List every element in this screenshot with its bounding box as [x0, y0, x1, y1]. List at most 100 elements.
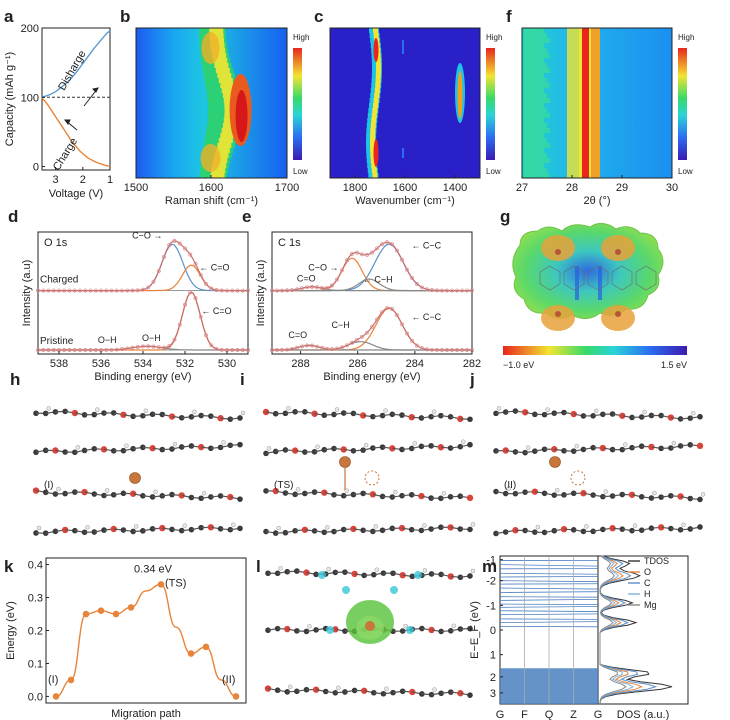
hydrogen-atom	[201, 490, 207, 496]
data-point-e	[370, 324, 374, 329]
data-point-e	[360, 252, 364, 257]
data-point-d	[235, 348, 240, 352]
hm-b-cell	[215, 68, 230, 73]
data-point-e	[385, 306, 389, 311]
hydrogen-atom	[124, 443, 129, 448]
hydrogen-atom	[46, 406, 51, 411]
hm-f-cell	[524, 43, 544, 48]
data-point-d	[88, 348, 93, 352]
hm-f-cell	[567, 123, 581, 128]
hm-f-cell	[567, 43, 581, 48]
hm-f-cell	[567, 88, 581, 93]
hm-f-cell	[524, 133, 544, 138]
oxygen-atom	[648, 443, 655, 451]
panel-label-c: c	[314, 7, 323, 26]
hm-f-cell	[590, 63, 600, 68]
hydrogen-atom	[240, 410, 246, 416]
colorbar-g	[503, 346, 687, 355]
energy-point-k	[232, 693, 240, 700]
electron-depletion	[390, 586, 398, 594]
carbon-atom	[697, 413, 703, 420]
carbon-atom	[467, 416, 473, 423]
hm-f-cell	[590, 58, 600, 63]
tick-label-c-x: 1400	[443, 182, 467, 194]
hydrogen-atom	[470, 568, 476, 574]
hm-c-band2c	[457, 71, 463, 119]
hm-b-cell	[221, 128, 236, 133]
data-point-e	[405, 331, 409, 336]
hm-c-hot	[373, 139, 379, 167]
hydrogen-atom	[56, 486, 61, 492]
hm-c-cell	[370, 123, 376, 128]
oxygen-atom	[457, 690, 464, 697]
carbon-atom	[188, 414, 195, 420]
hydrogen-atom	[632, 523, 638, 528]
hm-f-cell	[567, 83, 581, 88]
hm-f-cell	[524, 163, 544, 168]
hydrogen-atom	[287, 684, 293, 690]
hm-f-cell	[590, 38, 600, 43]
oxygen-atom	[399, 571, 406, 579]
mg-atom-l	[365, 621, 375, 631]
data-point-d	[246, 348, 250, 352]
data-point-e	[340, 268, 344, 273]
hydrogen-atom	[315, 444, 320, 450]
colorbar-low-g: −1.0 eV	[503, 360, 534, 370]
hm-f-cell	[590, 148, 600, 153]
hydrogen-atom	[432, 687, 437, 692]
hm-f-cell	[567, 133, 581, 138]
hm-f-cell	[590, 133, 600, 138]
panel-label-l: l	[256, 557, 261, 576]
legend-label-m: C	[644, 578, 651, 588]
data-point-d	[67, 348, 72, 352]
hm-f-cell	[567, 173, 581, 178]
hm-f-cell	[590, 138, 600, 143]
hm-b-cell	[213, 58, 228, 63]
data-point-e	[300, 286, 304, 291]
data-point-e	[395, 248, 399, 253]
panel-label-j: j	[469, 370, 475, 389]
annot-e-co: C−O →	[308, 263, 338, 273]
hydrogen-atom	[584, 524, 589, 529]
colorbar-high-c: High	[486, 33, 502, 42]
axis-label-m-y: E−E_F (eV)	[469, 601, 481, 659]
hydrogen-atom	[441, 491, 447, 496]
annot-d-co: C−O →	[132, 231, 162, 241]
data-point-d	[130, 288, 135, 293]
axis-label-a-y: Capacity (mAh g⁻¹)	[4, 52, 16, 146]
annot-k-peak: 0.34 eV	[134, 563, 173, 575]
structure-h	[32, 400, 246, 540]
data-point-e	[345, 343, 349, 348]
data-point-d	[93, 348, 98, 352]
hydrogen-atom	[535, 524, 541, 530]
hm-f-cell	[524, 103, 544, 108]
panel-label-k: k	[4, 557, 14, 576]
data-point-e	[450, 288, 454, 293]
carbon-atom	[609, 493, 616, 499]
hm-c-cell	[370, 138, 376, 143]
oxygen-atom	[311, 410, 318, 417]
data-point-d	[193, 261, 198, 266]
hm-f-cell	[590, 83, 600, 88]
hm-f-cell	[567, 73, 581, 78]
data-point-e	[310, 343, 314, 348]
data-point-d	[120, 347, 124, 352]
data-point-d	[240, 288, 245, 293]
hm-f-cell	[567, 53, 581, 58]
electron-depletion	[342, 586, 350, 594]
data-point-e	[460, 288, 464, 293]
structure-bg-j	[500, 400, 700, 540]
hm-c-cell	[370, 143, 376, 148]
axis-label-d-x: Binding energy (eV)	[94, 371, 191, 383]
hm-f-cell	[567, 93, 581, 98]
data-point-d	[83, 288, 88, 293]
hydrogen-atom	[681, 522, 686, 528]
esp-low-region	[598, 266, 602, 300]
data-point-e	[275, 288, 279, 293]
axis-label-d-y: Intensity (a.u)	[21, 260, 33, 327]
hm-f-cell	[524, 58, 544, 63]
structure-j	[493, 400, 706, 540]
hydrogen-atom	[85, 525, 90, 530]
carbon-atom	[697, 524, 703, 530]
hydrogen-atom	[153, 489, 158, 495]
